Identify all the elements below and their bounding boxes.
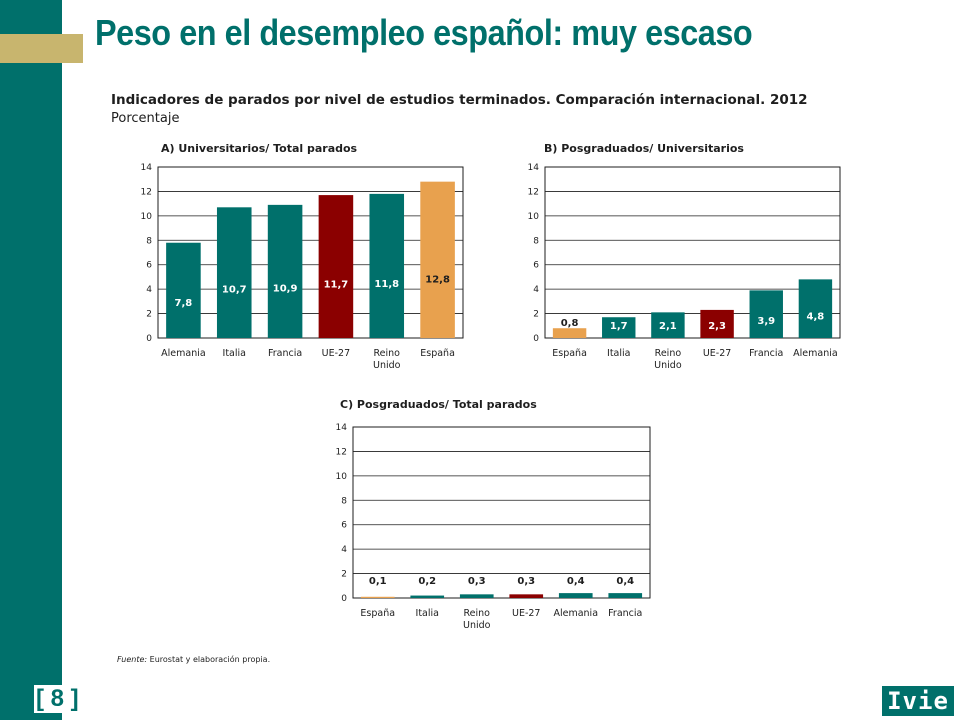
data-label: 4,8 [807, 312, 825, 323]
category-label: Francia [268, 348, 302, 359]
source-text: Eurostat y elaboración propia. [149, 655, 271, 664]
category-label: España [360, 608, 395, 619]
data-label: 0,3 [468, 576, 486, 587]
chart-title: B) Posgraduados/ Universitarios [544, 142, 744, 155]
y-tick-label: 14 [141, 163, 153, 173]
bar [360, 596, 395, 598]
y-tick-label: 8 [146, 236, 152, 246]
data-label: 0,4 [567, 576, 585, 587]
data-label: 11,7 [324, 280, 349, 291]
y-tick-label: 10 [336, 472, 348, 482]
y-tick-label: 4 [533, 285, 539, 295]
y-tick-label: 12 [528, 187, 539, 197]
data-label: 2,3 [708, 321, 726, 332]
left-color-band [0, 0, 62, 720]
y-tick-label: 8 [341, 496, 347, 506]
category-label: Reino Unido [463, 608, 491, 631]
data-label: 2,1 [659, 321, 677, 332]
bar [216, 207, 252, 338]
bar [410, 595, 445, 598]
y-tick-label: 12 [336, 447, 347, 457]
y-tick-label: 10 [528, 212, 540, 222]
y-tick-label: 10 [141, 212, 153, 222]
data-label: 12,8 [425, 275, 450, 286]
bar [552, 328, 587, 338]
category-label: Reino Unido [373, 348, 401, 371]
y-tick-label: 8 [533, 236, 539, 246]
y-tick-label: 0 [146, 334, 152, 344]
category-label: Alemania [553, 608, 598, 619]
y-tick-label: 4 [146, 285, 152, 295]
data-label: 10,7 [222, 284, 247, 295]
category-label: Italia [223, 348, 246, 359]
data-label: 0,1 [369, 576, 387, 587]
chart-title: C) Posgraduados/ Total parados [340, 398, 537, 411]
bar [700, 309, 734, 338]
y-tick-label: 0 [533, 334, 539, 344]
data-label: 0,2 [418, 576, 436, 587]
page-title: Peso en el desempleo español: muy escaso [95, 12, 753, 53]
bar [798, 279, 833, 338]
bar [651, 312, 685, 338]
page-number: [ 8 ] [34, 685, 81, 713]
bar [602, 317, 636, 338]
category-label: Alemania [793, 348, 838, 359]
bar [608, 593, 643, 598]
chart-subtitle: Indicadores de parados por nivel de estu… [111, 92, 808, 108]
y-tick-label: 6 [533, 261, 539, 271]
category-label: UE-27 [322, 348, 350, 359]
category-label: Alemania [161, 348, 206, 359]
source-note: Fuente: Eurostat y elaboración propia. [117, 655, 270, 664]
category-label: Italia [607, 348, 630, 359]
y-tick-label: 14 [528, 163, 540, 173]
y-tick-label: 4 [341, 545, 347, 555]
ivie-logo: Ivie [882, 686, 954, 716]
data-label: 0,3 [517, 576, 535, 587]
title-accent-bar [0, 34, 83, 63]
y-tick-label: 6 [146, 261, 152, 271]
data-label: 10,9 [273, 283, 298, 294]
data-label: 7,8 [175, 298, 193, 309]
category-label: España [552, 348, 587, 359]
category-label: Reino Unido [654, 348, 682, 371]
bar [318, 195, 354, 338]
data-label: 1,7 [610, 321, 628, 332]
data-label: 11,8 [374, 279, 399, 290]
category-label: España [420, 348, 455, 359]
bar [420, 181, 455, 338]
data-label: 0,8 [561, 318, 579, 329]
category-label: UE-27 [703, 348, 731, 359]
y-tick-label: 2 [146, 310, 152, 320]
y-tick-label: 6 [341, 521, 347, 531]
y-tick-label: 2 [341, 570, 347, 580]
y-tick-label: 0 [341, 594, 347, 604]
bar [749, 290, 783, 338]
bar [509, 594, 544, 598]
category-label: Italia [416, 608, 439, 619]
bar [459, 594, 494, 598]
bar [558, 593, 593, 598]
plot-frame [157, 166, 464, 339]
source-label: Fuente: [117, 655, 148, 664]
y-tick-label: 14 [336, 423, 348, 433]
category-label: UE-27 [512, 608, 540, 619]
plot-frame [544, 166, 841, 339]
y-tick-label: 12 [141, 187, 152, 197]
y-tick-label: 2 [533, 310, 539, 320]
category-label: Francia [608, 608, 642, 619]
bar [166, 242, 201, 338]
data-label: 0,4 [616, 576, 634, 587]
chart-title: A) Universitarios/ Total parados [161, 142, 358, 155]
plot-frame [352, 426, 651, 599]
bar [267, 204, 303, 338]
data-label: 3,9 [757, 316, 775, 327]
category-label: Francia [749, 348, 783, 359]
bar [369, 193, 405, 338]
units-label: Porcentaje [111, 111, 180, 126]
